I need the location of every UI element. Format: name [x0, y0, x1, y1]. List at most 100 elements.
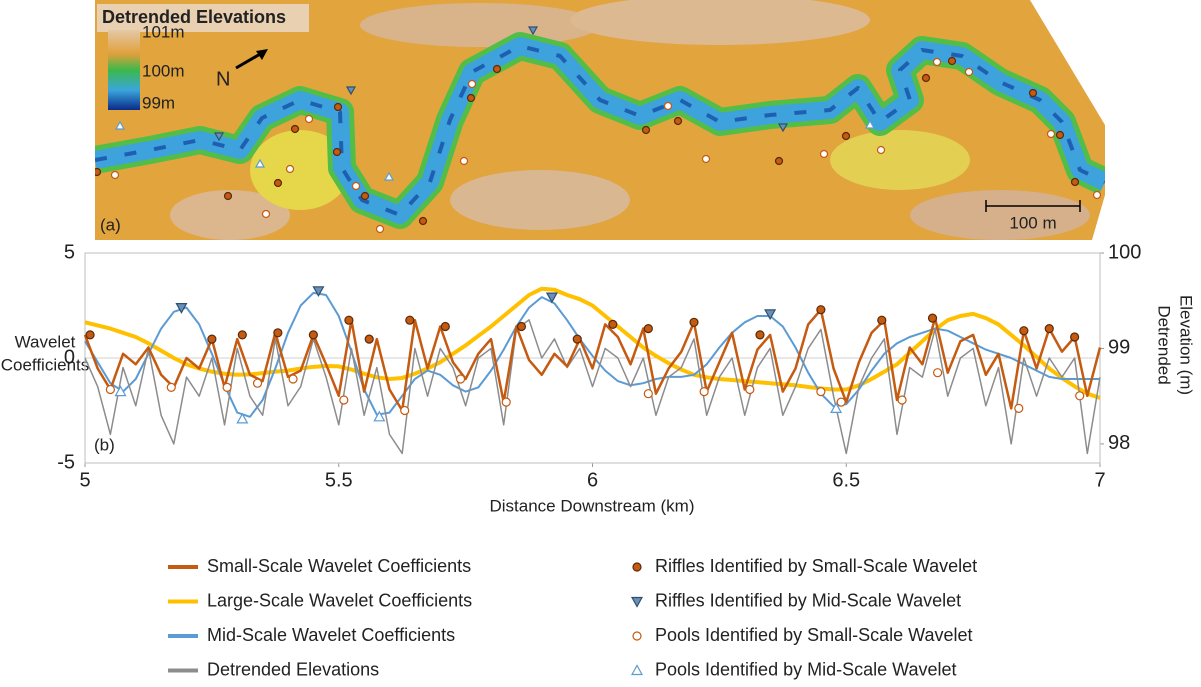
y2-axis-label: Elevation (m) — [1177, 295, 1196, 395]
y-tick-label: 5 — [64, 241, 75, 263]
terrain-patch — [910, 190, 1090, 240]
data-point — [238, 331, 246, 339]
pool-marker — [353, 183, 360, 190]
data-point — [457, 375, 465, 383]
data-point — [254, 379, 262, 387]
data-point — [502, 398, 510, 406]
terrain-patch — [360, 3, 600, 47]
pool-marker — [966, 69, 973, 76]
scale-bar-label: 100 m — [1009, 213, 1056, 232]
x-tick-label: 7 — [1094, 469, 1105, 491]
pool-marker — [821, 151, 828, 158]
legend-label: Riffles Identified by Mid-Scale Wavelet — [655, 590, 961, 610]
data-point — [690, 318, 698, 326]
y2-axis-label: Detrended — [1155, 305, 1174, 384]
data-point — [573, 335, 581, 343]
y2-tick-label: 99 — [1108, 337, 1130, 359]
riffle-marker — [675, 118, 682, 125]
data-point — [208, 335, 216, 343]
riffle-marker — [643, 127, 650, 134]
legend-label: Detrended Elevations — [207, 659, 379, 679]
pool-marker — [878, 147, 885, 154]
pool-marker — [263, 211, 270, 218]
x-tick-label: 5.5 — [325, 469, 353, 491]
data-point — [517, 323, 525, 331]
legend-marker — [633, 632, 641, 640]
data-point — [837, 398, 845, 406]
figure: Detrended Elevations 101m 100m 99m N (a)… — [0, 0, 1201, 682]
panel-label: (a) — [100, 215, 121, 234]
data-point — [309, 331, 317, 339]
pool-marker — [665, 103, 672, 110]
legend-label: Pools Identified by Small-Scale Wavelet — [655, 625, 972, 645]
riffle-marker — [94, 169, 101, 176]
data-point — [1076, 392, 1084, 400]
legend-marker — [632, 598, 642, 607]
x-tick-label: 6.5 — [832, 469, 860, 491]
riffle-marker — [1072, 179, 1079, 186]
colorbar-label: 100m — [142, 61, 185, 80]
data-point — [746, 386, 754, 394]
data-point — [700, 388, 708, 396]
riffle-marker — [292, 126, 299, 133]
x-tick-label: 5 — [79, 469, 90, 491]
pool-marker — [112, 172, 119, 179]
riffle-marker — [334, 149, 341, 156]
legend-label: Large-Scale Wavelet Coefficients — [207, 590, 472, 610]
riffle-marker — [1057, 132, 1064, 139]
data-point — [878, 316, 886, 324]
legend-label: Riffles Identified by Small-Scale Wavele… — [655, 556, 977, 576]
data-point — [765, 310, 775, 319]
legend-marker — [632, 666, 642, 675]
pool-marker — [934, 59, 941, 66]
data-point — [106, 386, 114, 394]
colorbar-label: 101m — [142, 22, 185, 41]
riffle-marker — [776, 158, 783, 165]
y2-tick-label: 100 — [1108, 241, 1141, 263]
riffle-marker — [420, 218, 427, 225]
x-axis-label: Distance Downstream (km) — [490, 496, 695, 515]
riffle-marker — [1030, 90, 1037, 97]
panel-label: (b) — [94, 435, 115, 454]
riffle-marker — [923, 75, 930, 82]
terrain-patch — [450, 170, 630, 230]
data-point — [934, 369, 942, 377]
riffle-marker — [335, 104, 342, 111]
map-panel — [94, 0, 1106, 240]
riffle-marker — [362, 193, 369, 200]
data-point — [609, 320, 617, 328]
data-point — [86, 331, 94, 339]
colorbar-label: 99m — [142, 93, 175, 112]
legend-label: Pools Identified by Mid-Scale Wavelet — [655, 659, 956, 679]
north-label: N — [216, 68, 230, 90]
data-point — [644, 390, 652, 398]
data-point — [644, 325, 652, 333]
pool-marker — [461, 158, 468, 165]
terrain-patch — [830, 130, 970, 190]
data-point — [345, 316, 353, 324]
pool-marker — [469, 81, 476, 88]
series-line — [85, 293, 1100, 417]
data-point — [340, 396, 348, 404]
pool-marker — [1048, 131, 1055, 138]
y2-tick-label: 98 — [1108, 432, 1130, 454]
data-point — [406, 316, 414, 324]
riffle-marker — [468, 95, 475, 102]
legend-marker — [633, 563, 641, 571]
riffle-marker — [494, 66, 501, 73]
data-point — [274, 329, 282, 337]
legend-label: Mid-Scale Wavelet Coefficients — [207, 625, 455, 645]
data-point — [898, 396, 906, 404]
riffle-marker — [225, 193, 232, 200]
riffle-marker — [275, 180, 282, 187]
data-point — [167, 383, 175, 391]
pool-marker — [306, 116, 313, 123]
y-tick-label: 0 — [64, 346, 75, 368]
data-point — [1015, 404, 1023, 412]
data-point — [1045, 325, 1053, 333]
data-point — [401, 407, 409, 415]
riffle-marker — [949, 58, 956, 65]
data-point — [817, 306, 825, 314]
data-point — [441, 323, 449, 331]
data-point — [1071, 333, 1079, 341]
